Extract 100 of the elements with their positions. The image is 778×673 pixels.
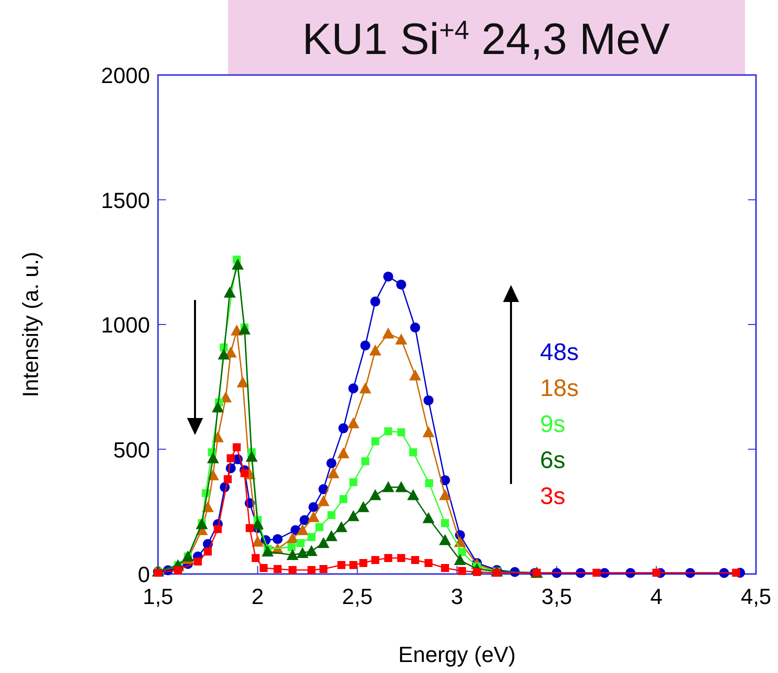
x-tick-label: 1,5 [142,584,174,609]
x-tick-label: 3 [450,584,464,609]
point [212,401,224,412]
point [327,467,340,478]
point [319,565,328,574]
point [361,457,370,466]
y-tick-label: 1000 [101,312,150,338]
point [317,495,330,506]
point [458,548,466,556]
point [369,489,382,500]
x-tick-label: 2 [252,584,264,609]
point [238,323,251,334]
point [339,495,348,504]
point [194,558,202,566]
x-axis-title: Energy (eV) [398,642,516,667]
point [382,481,394,492]
point [384,427,392,436]
point [395,333,408,344]
point [300,515,310,526]
point [232,258,244,270]
point [439,489,452,500]
point [260,564,268,572]
point [410,322,420,332]
point [357,501,370,512]
point [307,511,320,522]
point [286,549,299,560]
point [308,502,318,512]
x-tick-label: 3,5 [541,584,572,609]
point [407,489,420,500]
point [337,447,350,458]
point [240,469,249,478]
point [371,556,380,564]
point [369,344,382,356]
x-tick-label: 4 [650,584,662,609]
point [296,524,309,536]
point [359,382,372,394]
point [592,568,601,577]
point [288,543,296,552]
point [252,536,264,547]
point [214,525,222,534]
y-tick-label: 500 [113,437,150,462]
point [732,568,740,577]
point [349,561,358,570]
point [441,519,450,528]
point [347,417,360,428]
point [422,426,434,438]
point [307,566,316,574]
text: 48s [540,339,579,366]
point [409,369,422,380]
point [315,523,324,532]
point [246,524,254,532]
point [396,280,406,290]
point [454,554,466,566]
point [218,348,230,360]
point [348,383,358,394]
point [262,546,274,557]
point [335,521,348,532]
point [326,458,336,468]
point [395,481,408,492]
point [370,296,380,307]
point [307,533,316,542]
point [272,534,283,544]
point [236,376,249,388]
point [274,565,282,574]
y-axis-title: Intensity (a. u.) [18,252,43,398]
text: 9s [540,411,566,438]
text: 18s [540,375,579,402]
point [384,554,392,562]
point [382,327,394,338]
point [424,559,432,568]
point [409,448,418,456]
point [458,567,466,576]
text: 3s [540,483,566,510]
point [230,324,243,336]
point [652,568,660,577]
point [439,534,452,546]
point [174,566,182,574]
point [411,556,420,564]
point [288,566,297,574]
point [305,545,318,556]
point [371,437,380,446]
point [347,510,360,522]
y-tick-label: 1500 [101,188,150,213]
point [252,554,260,562]
point [325,530,338,542]
point [338,423,348,434]
point [296,547,309,558]
point [246,450,258,462]
point [423,395,434,406]
point [327,511,336,520]
point [425,479,434,488]
point [232,443,241,452]
point [296,539,305,548]
x-tick-label: 4,5 [740,584,772,609]
point [397,554,406,562]
text: 6s [540,447,566,474]
chart-title: KU1 Si$^{+4}$ 24,3 MeV [302,15,670,64]
point [204,548,212,556]
point [359,559,368,568]
point [422,512,434,524]
